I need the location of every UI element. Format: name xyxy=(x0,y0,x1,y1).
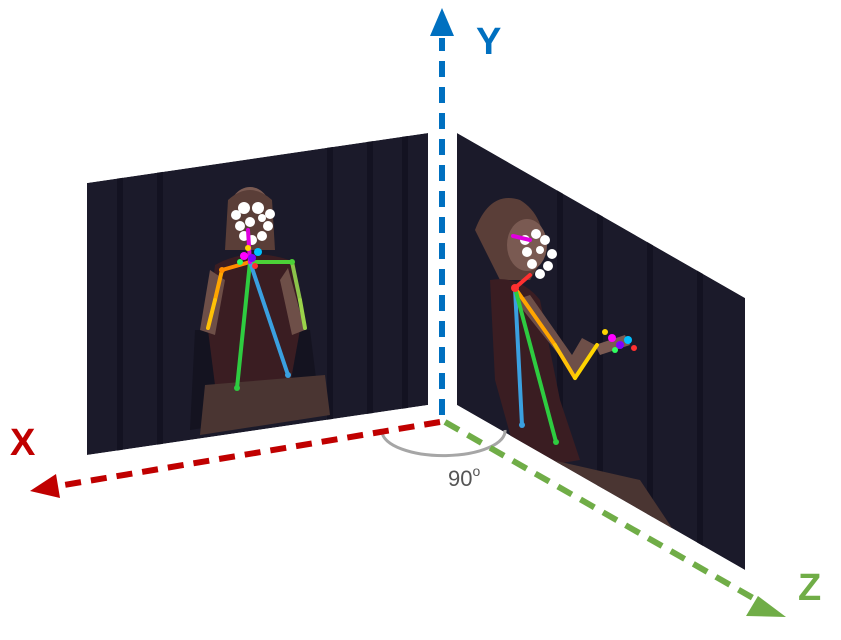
side-hand-keypoints xyxy=(511,284,637,445)
front-face-keypoints xyxy=(231,202,275,245)
front-skeleton xyxy=(206,228,307,390)
z-axis-arrowhead xyxy=(746,596,786,617)
x-axis-label: X xyxy=(10,422,36,464)
front-hand-keypoints xyxy=(219,245,295,391)
y-axis-label: Y xyxy=(476,21,501,63)
right-angle-arc xyxy=(380,429,507,458)
side-skeleton xyxy=(511,234,599,444)
front-view-panel xyxy=(87,133,428,455)
z-axis-line xyxy=(443,419,762,605)
front-curtain-folds xyxy=(117,133,408,455)
angle-label: 90o xyxy=(448,463,480,491)
y-axis-arrowhead xyxy=(430,8,454,36)
z-axis-label: Z xyxy=(798,567,821,609)
x-axis-line xyxy=(57,419,441,489)
side-view-panel xyxy=(457,133,745,570)
x-axis-arrowhead xyxy=(30,474,60,498)
